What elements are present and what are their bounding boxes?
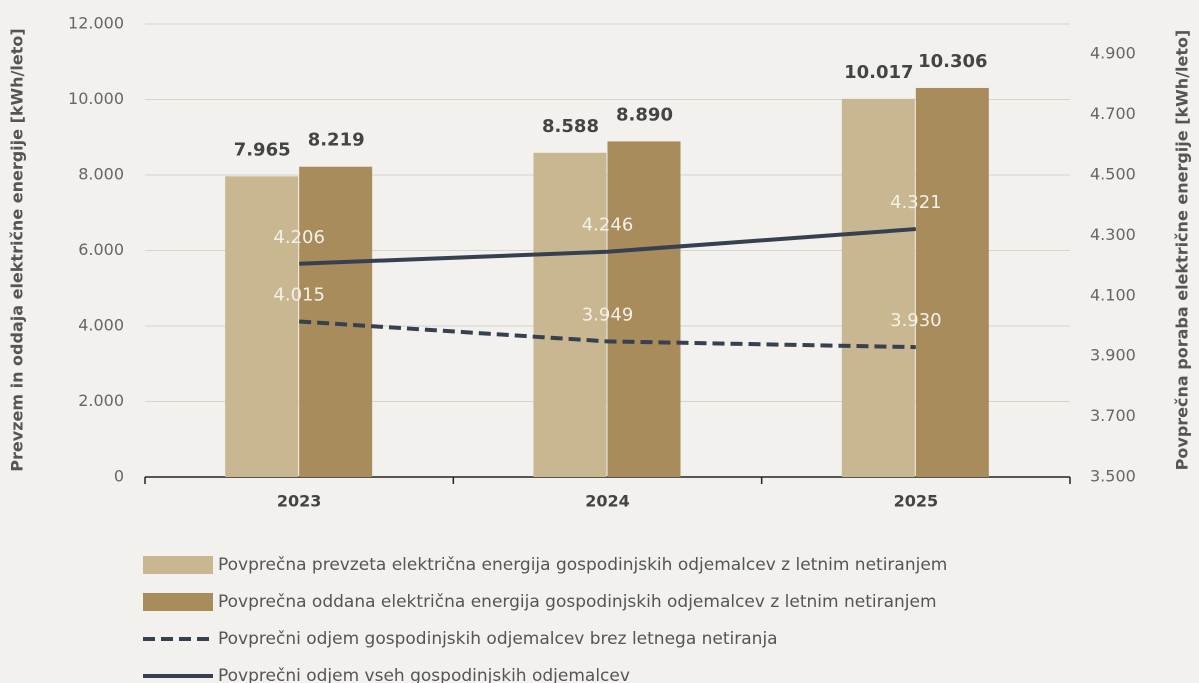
y-tick-label: 4.000 <box>78 316 124 335</box>
y2-tick-label: 4.100 <box>1090 285 1136 304</box>
y-tick-label: 12.000 <box>68 14 124 33</box>
bar-label: 7.965 <box>234 139 291 160</box>
y-tick-label: 10.000 <box>68 89 124 108</box>
x-tick-label: 2025 <box>894 492 939 511</box>
bar-label: 8.219 <box>308 130 365 151</box>
bar-label: 8.588 <box>542 116 599 137</box>
y2-tick-label: 4.300 <box>1090 225 1136 244</box>
bar-label: 8.890 <box>616 104 673 125</box>
legend-swatch <box>143 556 213 574</box>
y2-tick-label: 4.700 <box>1090 104 1136 123</box>
legend-label: Povprečni odjem gospodinjskih odjemalcev… <box>218 629 778 649</box>
bar <box>841 98 915 478</box>
y2-axis-label: Povprečna poraba električne energije [kW… <box>1173 30 1192 471</box>
line-label: 3.930 <box>890 310 942 331</box>
bar-label: 10.017 <box>844 62 913 83</box>
y2-tick-label: 3.900 <box>1090 346 1136 365</box>
bar <box>607 141 681 477</box>
line-label: 4.206 <box>273 227 325 248</box>
bar <box>533 152 607 478</box>
x-tick-label: 2023 <box>277 492 322 511</box>
y-tick-label: 6.000 <box>78 240 124 259</box>
line <box>299 319 916 350</box>
y2-tick-label: 4.500 <box>1090 165 1136 184</box>
legend-label: Povprečna prevzeta električna energija g… <box>218 555 947 575</box>
legend-swatch <box>143 593 213 611</box>
bar-label: 10.306 <box>918 51 987 72</box>
legend-label: Povprečna oddana električna energija gos… <box>218 592 937 612</box>
legend-label: Povprečni odjem vseh gospodinjskih odjem… <box>218 666 630 683</box>
line <box>299 227 916 266</box>
bar <box>915 87 989 478</box>
line-label: 3.949 <box>582 304 634 325</box>
y-tick-label: 2.000 <box>78 391 124 410</box>
y-tick-label: 8.000 <box>78 165 124 184</box>
line-label: 4.321 <box>890 192 942 213</box>
y-tick-label: 0 <box>114 467 124 486</box>
y2-tick-label: 4.900 <box>1090 44 1136 63</box>
x-tick-label: 2024 <box>585 492 630 511</box>
y2-tick-label: 3.700 <box>1090 406 1136 425</box>
y-axis-label: Prevzem in oddaja električne energije [k… <box>8 28 27 471</box>
line-label: 4.015 <box>273 284 325 305</box>
bar <box>225 176 299 478</box>
line-label: 4.246 <box>582 215 634 236</box>
y2-tick-label: 3.500 <box>1090 467 1136 486</box>
